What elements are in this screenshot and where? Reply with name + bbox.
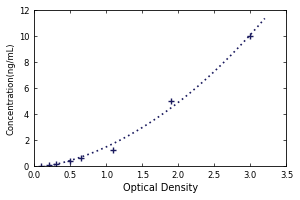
Y-axis label: Concentration(ng/mL): Concentration(ng/mL) (7, 42, 16, 135)
X-axis label: Optical Density: Optical Density (123, 183, 198, 193)
